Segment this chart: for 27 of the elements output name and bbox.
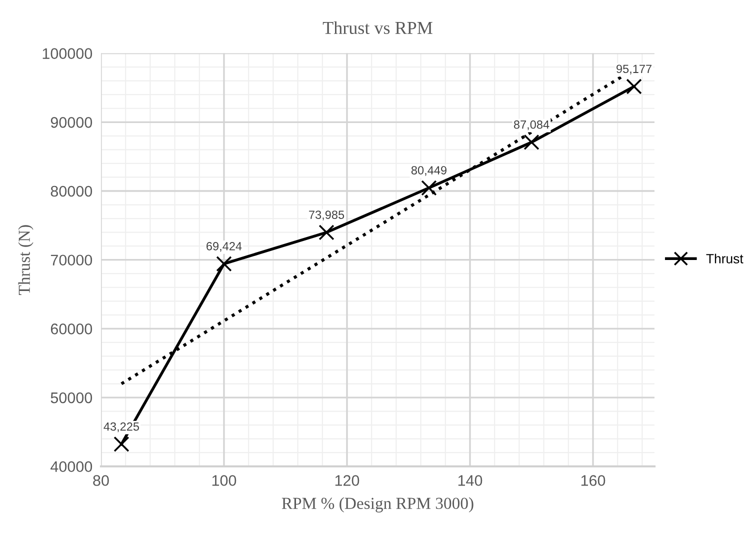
x-tick-label: 160 xyxy=(581,475,606,486)
legend-label: Thrust xyxy=(706,254,744,264)
point xyxy=(318,224,334,240)
point xyxy=(114,436,130,452)
y-axis-title: Thrust (N) xyxy=(18,225,34,295)
y-tick-label: 50000 xyxy=(50,392,92,404)
y-tick-label: 70000 xyxy=(50,254,92,266)
y-tick-label: 100000 xyxy=(42,48,92,59)
x-tick-label: 100 xyxy=(212,475,236,486)
x-tick-label: 120 xyxy=(335,475,360,486)
data-label: 69,424 xyxy=(206,242,242,252)
point xyxy=(626,78,642,94)
data-label: 43,225 xyxy=(104,422,140,432)
y-tick-label: 60000 xyxy=(50,324,92,334)
data-label: 80,449 xyxy=(411,166,446,176)
x-axis-title: RPM % (Design RPM 3000) xyxy=(282,497,474,512)
x-tick-label: 80 xyxy=(93,475,109,486)
chart-title: Thrust vs RPM xyxy=(322,21,432,34)
y-tick-label: 40000 xyxy=(50,461,92,472)
x-tick-label: 140 xyxy=(458,475,482,486)
y-tick-label: 80000 xyxy=(50,186,92,197)
data-label: 73,985 xyxy=(309,210,344,220)
data-label: 87,084 xyxy=(514,120,550,130)
point xyxy=(216,256,232,272)
y-tick-label: 90000 xyxy=(50,117,92,128)
point xyxy=(421,180,437,196)
point xyxy=(524,134,540,150)
